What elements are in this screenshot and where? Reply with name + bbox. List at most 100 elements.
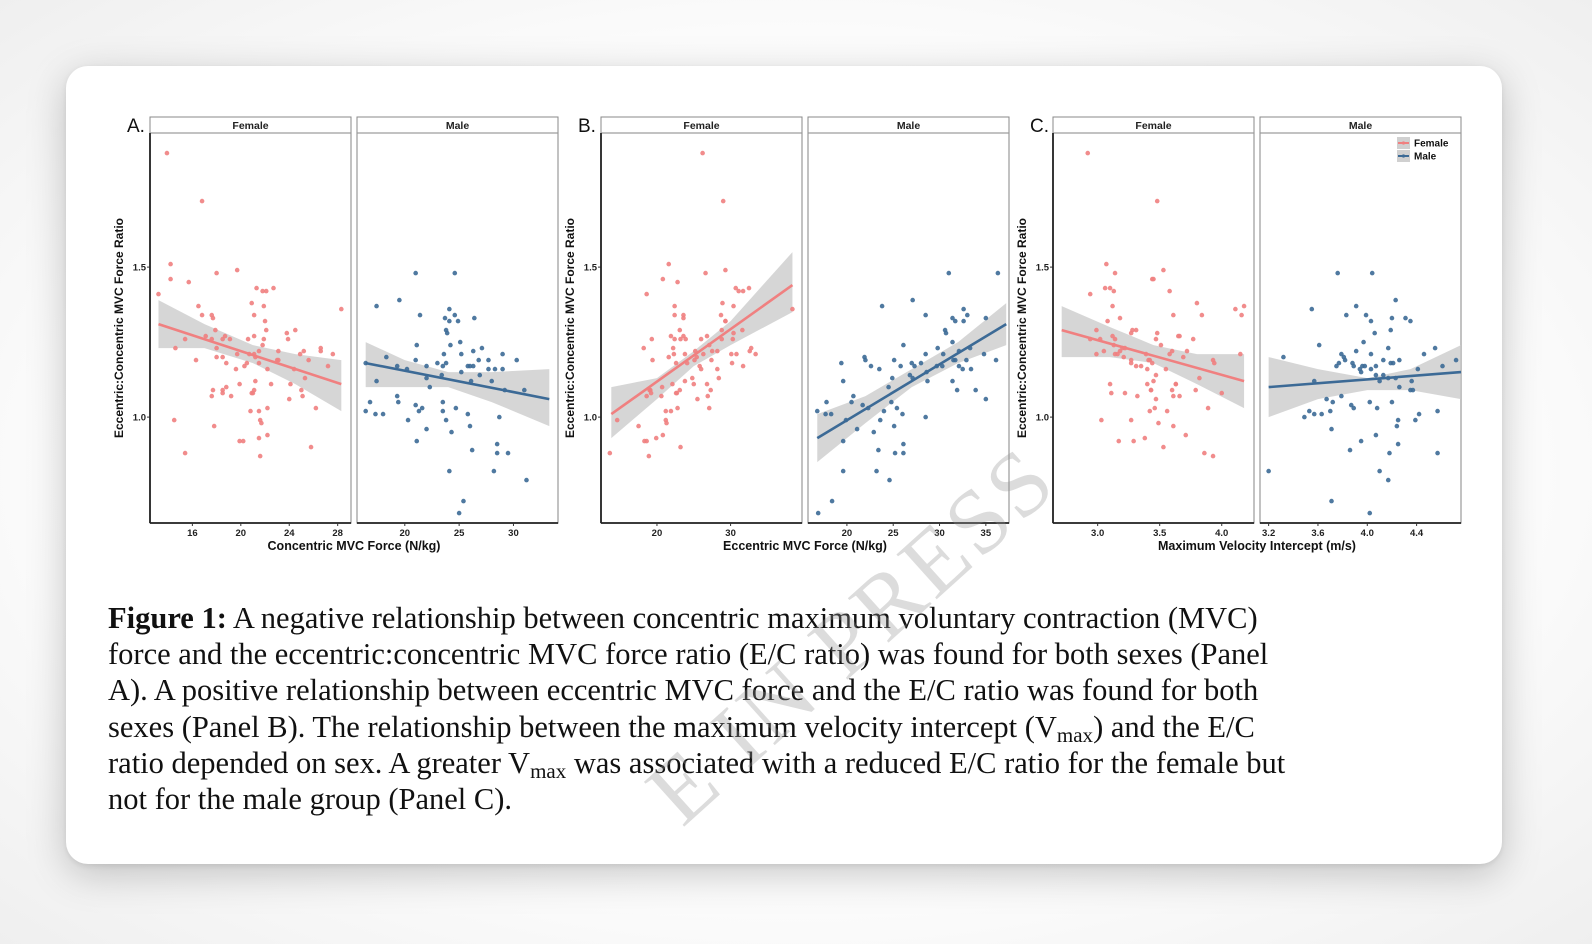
data-point	[668, 408, 674, 414]
facet-strip-label: Female	[1135, 120, 1171, 132]
data-point	[1387, 450, 1392, 456]
data-point	[1149, 360, 1155, 366]
data-point	[723, 318, 728, 324]
data-point	[1363, 312, 1369, 318]
data-point	[1117, 315, 1123, 321]
data-point	[943, 330, 949, 336]
data-point	[682, 351, 688, 357]
data-point	[891, 357, 897, 363]
data-point	[286, 396, 292, 402]
data-point	[1390, 360, 1396, 366]
data-point	[901, 441, 906, 447]
data-point	[313, 405, 319, 411]
plot-frame	[356, 132, 559, 524]
data-point	[704, 333, 710, 339]
data-point	[265, 405, 270, 411]
data-point	[1105, 318, 1110, 324]
facet-strip-label: Male	[897, 120, 921, 132]
figure-label: Figure 1:	[108, 601, 227, 635]
data-point	[1385, 345, 1391, 351]
y-axis-title: Eccentric:Concentric MVC Force Ratio	[112, 218, 126, 438]
x-tick-label: 3.5	[1153, 528, 1167, 539]
data-point	[1131, 438, 1136, 444]
legend: Female Male	[1397, 137, 1449, 163]
data-point	[790, 306, 795, 312]
x-tick-label: 25	[454, 528, 465, 539]
data-point	[193, 357, 199, 363]
data-point	[373, 411, 378, 417]
data-point	[1107, 381, 1113, 387]
data-point	[1094, 351, 1099, 357]
data-point	[650, 357, 655, 363]
data-point	[260, 288, 265, 294]
data-point	[983, 315, 989, 321]
data-point	[306, 357, 311, 363]
data-point	[663, 408, 669, 414]
y-axis-title: Eccentric:Concentric MVC Force Ratio	[1015, 218, 1029, 438]
data-point	[1435, 408, 1440, 414]
data-point	[249, 300, 255, 306]
data-point	[500, 351, 505, 357]
data-point	[1153, 396, 1159, 402]
data-point	[245, 336, 251, 342]
legend-label: Male	[1414, 152, 1437, 163]
data-point	[705, 393, 711, 399]
data-point	[1362, 363, 1368, 369]
data-point	[237, 438, 242, 444]
data-point	[1171, 312, 1176, 318]
data-point	[186, 279, 192, 285]
data-point	[524, 477, 529, 483]
data-point	[164, 150, 170, 156]
data-point	[961, 306, 966, 312]
data-point	[672, 303, 677, 309]
data-point	[733, 285, 739, 291]
data-point	[505, 450, 511, 456]
data-point	[868, 363, 874, 369]
data-point	[1397, 357, 1402, 363]
data-point	[199, 198, 205, 204]
data-point	[363, 408, 368, 414]
data-point	[265, 432, 270, 438]
figure-card: A. Eccentric:Concentric MVC Force Ratio 1.…	[66, 66, 1502, 864]
data-point	[753, 351, 758, 357]
data-point	[380, 411, 386, 417]
data-point	[1394, 423, 1400, 429]
data-point	[240, 438, 246, 444]
data-point	[923, 351, 928, 357]
data-point	[1151, 378, 1156, 384]
data-point	[708, 387, 714, 393]
data-point	[1211, 360, 1217, 366]
data-point	[876, 447, 881, 453]
caption-line: A). A positive relationship between ecce…	[108, 673, 1259, 708]
x-tick-label: 4.0	[1215, 528, 1228, 539]
data-point	[251, 333, 257, 339]
data-point	[678, 336, 683, 342]
data-point	[173, 345, 178, 351]
data-point	[465, 363, 471, 369]
caption-line: force and the eccentric:concentric MVC f…	[108, 637, 1269, 672]
data-point	[261, 336, 267, 342]
data-point	[494, 450, 500, 456]
data-point	[211, 423, 217, 429]
data-point	[682, 378, 688, 384]
data-point	[1111, 288, 1117, 294]
data-point	[950, 378, 955, 384]
data-point	[214, 345, 219, 351]
figure-caption: Figure 1: A negative relationship betwee…	[108, 600, 1368, 817]
data-point	[1241, 303, 1247, 309]
data-point	[234, 267, 240, 273]
data-point	[715, 348, 720, 354]
data-point	[892, 450, 898, 456]
data-point	[1122, 390, 1128, 396]
data-point	[339, 306, 344, 312]
confidence-band	[365, 342, 550, 427]
data-point	[318, 348, 324, 354]
data-point	[968, 366, 974, 372]
data-point	[1351, 363, 1357, 369]
data-point	[467, 423, 473, 429]
data-point	[1347, 447, 1353, 453]
data-point	[1142, 435, 1148, 441]
data-point	[1152, 405, 1158, 411]
data-point	[1374, 405, 1380, 411]
data-point	[1128, 330, 1134, 336]
